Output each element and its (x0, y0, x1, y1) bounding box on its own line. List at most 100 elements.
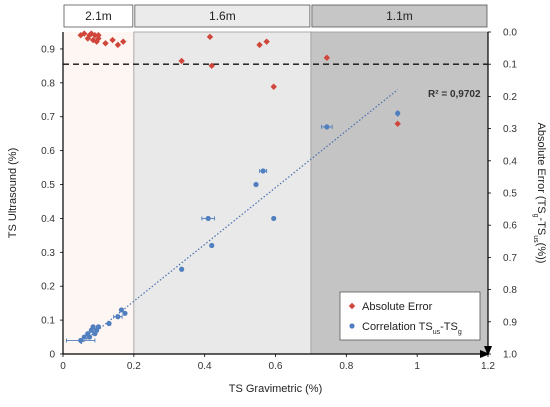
x-tick-label: 0.2 (127, 361, 141, 372)
correlation-point (271, 215, 277, 222)
y2-axis-arrow (484, 346, 492, 356)
y2-tick-label: 0.1 (503, 60, 517, 71)
absolute-error-point (86, 32, 93, 39)
absolute-error-point (208, 62, 215, 70)
y2-title-sub1: g (533, 214, 540, 218)
zone-1-header (63, 4, 134, 28)
absolute-error-point (93, 38, 100, 45)
zone-2-background (133, 31, 312, 355)
zone-headers: 2.1m 1.6m 1.1m (63, 4, 488, 28)
y2-tick-label: 0.4 (503, 156, 517, 167)
y2-title-mid: -TS (535, 218, 547, 236)
zone-1-background (63, 32, 134, 354)
correlation-point (81, 334, 87, 340)
y-tick-label: 0.7 (41, 112, 55, 123)
axis-ticks: 0 0.2 0.4 0.6 0.8 1 1.2 0 0.1 0.2 0.3 0.4 0.5 0.6 0.7 0… (41, 28, 517, 373)
y-tick-label: 0.8 (41, 78, 55, 89)
x-tick-label: 0.8 (339, 361, 353, 372)
trendline-dotted (80, 89, 399, 345)
zone-2-label: 1.6m (209, 9, 236, 23)
y2-title-sub2: us (533, 235, 540, 243)
correlation-point (115, 314, 121, 320)
y2-tick-label: 0.9 (503, 317, 517, 328)
zone-3-label: 1.1m (386, 9, 413, 23)
absolute-error-point (178, 57, 185, 65)
y-axis-title: TS Ultrasound (%) (7, 148, 19, 238)
legend-label-absolute-error: Absolute Error (362, 301, 433, 313)
y2-tick-label: 0.8 (503, 285, 517, 296)
absolute-error-point (81, 30, 88, 37)
absolute-error-point (95, 32, 102, 39)
legend: Absolute Error Correlation TSus-TSg (339, 291, 481, 341)
r-squared-label: R² = 0,9702 (428, 89, 481, 100)
y-tick-label: 0.3 (41, 248, 55, 259)
legend-label-correlation-sub1: us (433, 329, 441, 336)
y-tick-label: 0 (49, 350, 55, 361)
legend-marker-absolute-error (348, 302, 356, 310)
absolute-error-point (95, 35, 102, 42)
y2-tick-label: 0.2 (503, 92, 517, 103)
legend-label-correlation-mid: -TS (440, 321, 458, 333)
absolute-error-point (263, 38, 270, 45)
correlation-point (90, 324, 96, 330)
y-tick-label: 0.1 (41, 316, 55, 327)
absolute-error-point (323, 54, 331, 61)
y2-tick-label: 0.0 (503, 28, 517, 39)
x-tick-label: 1 (414, 361, 420, 372)
y2-tick-label: 0.3 (503, 124, 517, 135)
zone-1-label: 2.1m (85, 9, 112, 23)
legend-label-correlation: Correlation TSus-TSg (362, 321, 462, 336)
x-tick-label: 0.6 (269, 361, 283, 372)
x-axis-title: TS Gravimetric (%) (229, 383, 323, 395)
correlation-point (395, 110, 401, 116)
correlation-point (205, 215, 211, 222)
absolute-error-point (256, 41, 263, 49)
absolute-error-point (84, 35, 91, 42)
absolute-error-point (120, 38, 127, 45)
absolute-error-point (270, 83, 277, 90)
absolute-error-point (114, 41, 122, 49)
correlation-point (106, 320, 112, 327)
y-tick-label: 0.6 (41, 146, 55, 157)
y2-tick-label: 0.6 (503, 221, 517, 232)
y2-axis-title: Absolute Error (TSg-TSus(%)) (533, 123, 548, 264)
absolute-error-point (77, 32, 84, 39)
x-tick-label: 0.4 (198, 361, 212, 372)
legend-box (339, 291, 481, 341)
absolute-error-point (89, 36, 97, 44)
zone-2-header (134, 4, 311, 28)
y-tick-label: 0.2 (41, 282, 55, 293)
absolute-error-point (102, 40, 109, 47)
absolute-error-point (109, 36, 116, 44)
y2-tick-label: 1.0 (503, 350, 517, 361)
correlation-point (118, 307, 125, 313)
correlation-point (122, 310, 128, 316)
correlation-point (253, 181, 259, 188)
x-tick-label: 1.2 (481, 361, 495, 372)
trendline (80, 89, 399, 345)
legend-marker-correlation (349, 323, 355, 329)
y-tick-label: 0.5 (41, 180, 55, 191)
zone-3-header (311, 4, 488, 28)
correlation-point (78, 337, 84, 344)
data-points (66, 30, 401, 344)
y-tick-label: 0.4 (41, 214, 55, 225)
y2-tick-label: 0.5 (503, 189, 517, 200)
correlation-point (86, 334, 93, 340)
legend-label-correlation-main: Correlation TS (362, 321, 433, 333)
y-tick-label: 0.9 (41, 44, 55, 55)
legend-label-correlation-sub2: g (458, 329, 462, 336)
correlation-point (209, 242, 215, 249)
absolute-error-point (206, 33, 214, 41)
absolute-error-point (91, 32, 99, 39)
correlation-point (179, 266, 185, 272)
absolute-error-point (394, 120, 401, 127)
y2-title-main: Absolute Error (TS (535, 123, 547, 214)
x-tick-label: 0 (60, 361, 66, 372)
correlation-point (324, 124, 330, 130)
y2-title-tail: (%)) (535, 243, 547, 264)
correlation-point (260, 168, 266, 174)
correlation-point (95, 324, 102, 330)
y2-tick-label: 0.7 (503, 253, 517, 264)
